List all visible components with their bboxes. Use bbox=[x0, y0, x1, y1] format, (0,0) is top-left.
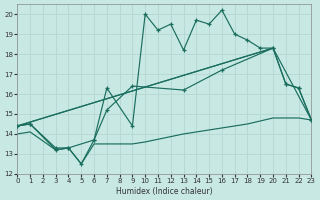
X-axis label: Humidex (Indice chaleur): Humidex (Indice chaleur) bbox=[116, 187, 213, 196]
